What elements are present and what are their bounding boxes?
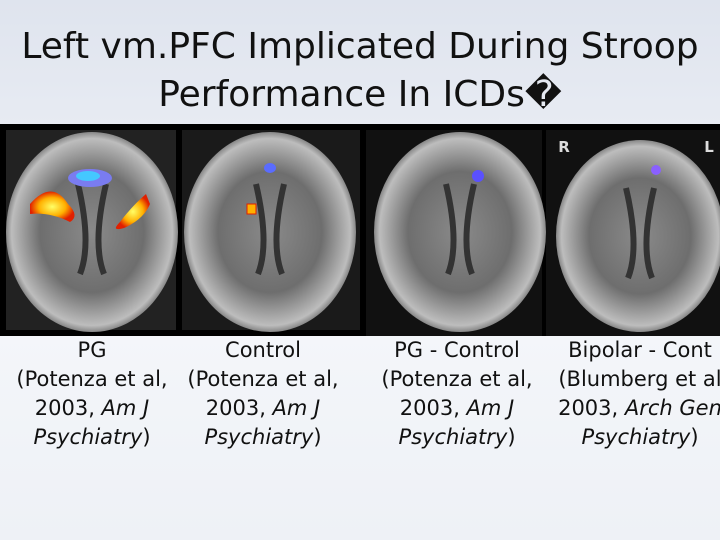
caption: Control (Potenza et al, 2003, Am J Psychiat… — [168, 336, 358, 452]
caption-close: ) — [313, 425, 322, 449]
caption-journal: Psychiatry — [33, 425, 143, 449]
caption-journal: Psychiatry — [581, 425, 691, 449]
caption-line: Bipolar - Cont — [568, 338, 712, 362]
caption-line: Psychiatry) — [0, 423, 187, 452]
caption-line: Control — [225, 338, 301, 362]
brain — [182, 130, 360, 332]
caption-line: (Potenza et al, — [381, 367, 533, 391]
brain — [6, 130, 178, 332]
caption-line: (Potenza et al, — [187, 367, 339, 391]
brain — [366, 130, 546, 336]
caption-journal: Psychiatry — [398, 425, 508, 449]
caption-line: Psychiatry) — [545, 423, 720, 452]
caption-line: (Potenza et al, — [16, 367, 168, 391]
orientation-label: L — [704, 138, 714, 156]
caption-line: 2003, Am J — [362, 394, 552, 423]
caption-close: ) — [142, 425, 151, 449]
caption-journal: Arch Gen — [624, 396, 720, 420]
caption-journal: Psychiatry — [204, 425, 314, 449]
caption-line: Psychiatry) — [362, 423, 552, 452]
orientation-label: R — [558, 138, 570, 156]
caption-line: 2003, Am J — [168, 394, 358, 423]
caption: PG - Control (Potenza et al, 2003, Am J Psy… — [362, 336, 552, 452]
caption-line: PG - Control — [394, 338, 520, 362]
caption-journal: Am J — [272, 396, 321, 420]
caption-line: Psychiatry) — [168, 423, 358, 452]
caption: Bipolar - Cont (Blumberg et al 2003, Arch … — [545, 336, 720, 452]
caption-journal: Am J — [466, 396, 515, 420]
caption: PG (Potenza et al, 2003, Am J Psychiatry) — [0, 336, 187, 452]
brain-images: R L — [0, 124, 720, 336]
caption-line: PG — [77, 338, 107, 362]
title-line: Left vm.PFC Implicated During Stroop — [21, 26, 699, 67]
brain — [546, 130, 720, 336]
caption-journal: Am J — [101, 396, 150, 420]
caption-line: 2003, Arch Gen — [545, 394, 720, 423]
caption-line: (Blumberg et al — [558, 367, 720, 391]
caption-close: ) — [507, 425, 516, 449]
caption-year: 2003, — [558, 396, 625, 420]
caption-year: 2003, — [34, 396, 102, 420]
title-line: Performance In ICDs� — [158, 74, 562, 115]
caption-year: 2003, — [399, 396, 467, 420]
caption-line: 2003, Am J — [0, 394, 187, 423]
caption-close: ) — [690, 425, 699, 449]
caption-year: 2003, — [205, 396, 273, 420]
